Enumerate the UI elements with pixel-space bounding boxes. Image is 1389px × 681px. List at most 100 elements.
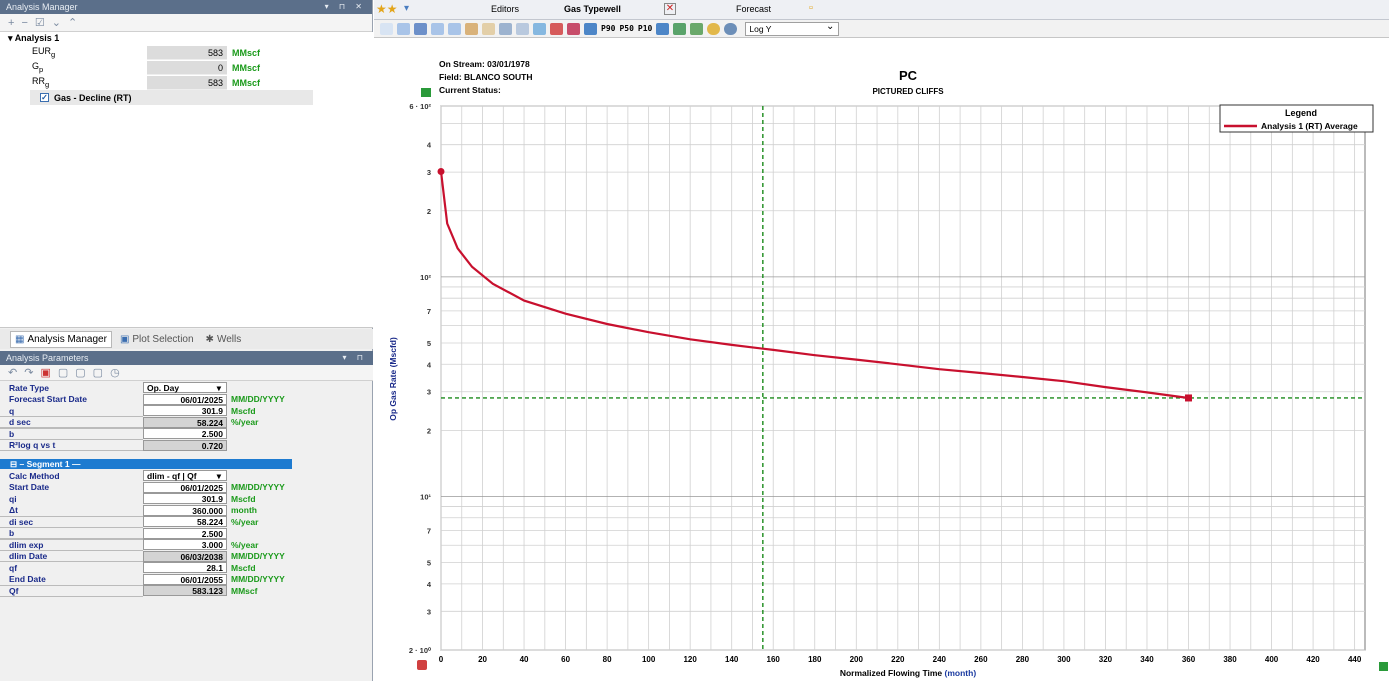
collapse-icon[interactable]: ⌄	[51, 17, 61, 29]
zoom-box-icon[interactable]	[414, 22, 427, 35]
tab-editors[interactable]: Editors	[491, 4, 520, 14]
tab-analysis-manager[interactable]: ▦ Analysis Manager	[10, 330, 112, 348]
close-tab-icon[interactable]: ✕	[664, 3, 676, 15]
zoom-icon[interactable]	[397, 22, 410, 35]
x-tick-label: 60	[561, 655, 570, 664]
delete-icon[interactable]	[550, 22, 563, 35]
add-icon[interactable]: +	[8, 16, 15, 29]
new-tab-icon[interactable]: ▫	[809, 2, 813, 14]
param-row: Δt 360.000 month	[0, 504, 373, 517]
param-label: Calc Method	[9, 470, 60, 481]
param-unit: %/year	[231, 516, 259, 527]
gp-row: Gp 0 MMscf	[0, 60, 373, 75]
favorite-star-icon[interactable]: ★★	[376, 2, 398, 16]
analysis-node[interactable]: ▾ Analysis 1	[8, 33, 60, 43]
settings-icon[interactable]	[724, 22, 738, 35]
expand-icon[interactable]: ⌃	[67, 17, 78, 29]
chart-legend[interactable]: Legend Analysis 1 (RT) Average	[1219, 104, 1374, 133]
segment-header[interactable]: ⊟ – Segment 1 —	[0, 459, 292, 469]
param-row: b 2.500	[0, 427, 373, 440]
param-value[interactable]: dlim - qf | Qf	[143, 470, 227, 482]
add-note-icon[interactable]	[421, 88, 431, 97]
remove-icon[interactable]: −	[21, 16, 28, 29]
param-value[interactable]: 06/01/2025	[143, 393, 227, 405]
param-value[interactable]: 2.500	[143, 428, 227, 440]
param-value[interactable]: 58.224	[143, 516, 227, 528]
undo-icon[interactable]: ↶	[8, 367, 18, 379]
image-icon[interactable]	[584, 22, 597, 35]
smiley-icon[interactable]	[707, 22, 721, 35]
print-preview-icon[interactable]	[516, 22, 529, 35]
param-value[interactable]: 2.500	[143, 527, 227, 539]
analysis-parameters-panel: Analysis Parameters ▾ ⊓ ↶ ↷ ▣ ▢ ▢ ▢ ◷ Ra…	[0, 351, 373, 597]
param-row: qf 28.1 Mscfd	[0, 562, 373, 574]
decline-checkbox[interactable]: ✓	[40, 93, 49, 102]
eur-label: EURg	[32, 46, 56, 59]
start-point-handle[interactable]	[437, 168, 445, 176]
add-axis-icon[interactable]	[1379, 662, 1388, 671]
chart-toolbar: P90 P50 P10 Log Y	[374, 20, 1389, 38]
param-value[interactable]: 28.1	[143, 562, 227, 574]
zoom-in-icon[interactable]	[431, 22, 444, 35]
chart-title: PC	[899, 68, 918, 83]
decline-chart[interactable]: 0 20 40 60 80 100 120 140 160 180 200 220 240 260 280 3…	[374, 39, 1389, 681]
pointer-icon[interactable]	[380, 22, 393, 35]
param-value[interactable]: 06/01/2025	[143, 481, 227, 493]
series-line[interactable]	[439, 171, 1189, 400]
x-tick-label: 240	[933, 655, 947, 664]
refresh-icon[interactable]	[533, 22, 546, 35]
lock-icon[interactable]	[417, 660, 427, 670]
eur-row: EURg 583 MMscf	[0, 45, 373, 60]
print-icon[interactable]	[499, 22, 512, 35]
panel-controls[interactable]: ▾ ⊓	[342, 353, 367, 362]
x-tick-label: 400	[1265, 655, 1279, 664]
rr-value: 583	[147, 75, 227, 90]
measure-icon[interactable]	[465, 22, 478, 35]
param-row: Rate Type Op. Day	[0, 382, 373, 394]
segment-icon[interactable]: ▣	[40, 367, 51, 379]
axis-icon[interactable]	[690, 22, 704, 35]
param-value[interactable]: Op. Day	[143, 382, 227, 394]
dropdown-icon[interactable]: ▾	[404, 3, 410, 14]
p50-button[interactable]: P50	[619, 24, 634, 33]
zoom-out-icon[interactable]	[448, 22, 461, 35]
end-point-handle[interactable]	[1185, 394, 1193, 402]
gp-value: 0	[147, 60, 227, 75]
param-value[interactable]: 301.9	[143, 405, 227, 417]
split-segment-icon[interactable]: ▢	[75, 367, 86, 379]
gas-decline-item[interactable]: ✓ Gas - Decline (RT)	[30, 90, 313, 105]
param-unit: MM/DD/YYYY	[231, 551, 285, 562]
param-label: R²log q vs t	[0, 439, 143, 452]
chart-subtitle: PICTURED CLIFFS	[872, 87, 944, 96]
param-unit: %/year	[231, 539, 259, 550]
y-axis-label: Op Gas Rate (Mscfd)	[388, 337, 398, 421]
remove-segment-icon[interactable]: ▢	[92, 367, 104, 379]
param-row: Qf 583.123 MMscf	[0, 584, 373, 597]
param-value[interactable]: 3.000	[143, 539, 227, 551]
analysis-manager-titlebar: Analysis Manager ▾ ⊓ ✕	[0, 0, 372, 14]
add-segment-icon[interactable]: ▢	[57, 367, 69, 379]
param-value: 58.224	[143, 416, 227, 428]
tab-gas-typewell[interactable]: Gas Typewell	[564, 4, 621, 14]
p10-button[interactable]: P10	[637, 24, 653, 33]
check-icon[interactable]: ☑	[34, 17, 45, 29]
tab-forecast[interactable]: Forecast	[736, 4, 772, 14]
table-icon[interactable]	[567, 22, 580, 35]
param-row: dlim Date 06/03/2038 MM/DD/YYYY	[0, 550, 373, 563]
param-value[interactable]: 360.000	[143, 504, 227, 516]
p90-button[interactable]: P90	[601, 24, 616, 33]
pan-icon[interactable]	[482, 22, 495, 35]
param-label: qf	[9, 562, 18, 573]
tab-wells[interactable]: ✱ Wells	[202, 334, 246, 345]
tab-plot-selection[interactable]: ▣ Plot Selection	[116, 334, 198, 345]
panel-controls[interactable]: ▾ ⊓ ✕	[324, 2, 366, 11]
scale-select[interactable]: Log Y	[745, 20, 840, 36]
param-label: End Date	[9, 574, 46, 585]
y-tick-label: 4	[427, 580, 432, 589]
param-value[interactable]: 06/01/2055	[143, 573, 227, 585]
param-value[interactable]: 301.9	[143, 493, 227, 505]
clock-icon[interactable]: ◷	[110, 367, 120, 379]
wells-map-icon[interactable]	[673, 22, 687, 35]
chart-icon[interactable]	[656, 22, 670, 35]
redo-icon[interactable]: ↷	[24, 367, 34, 379]
